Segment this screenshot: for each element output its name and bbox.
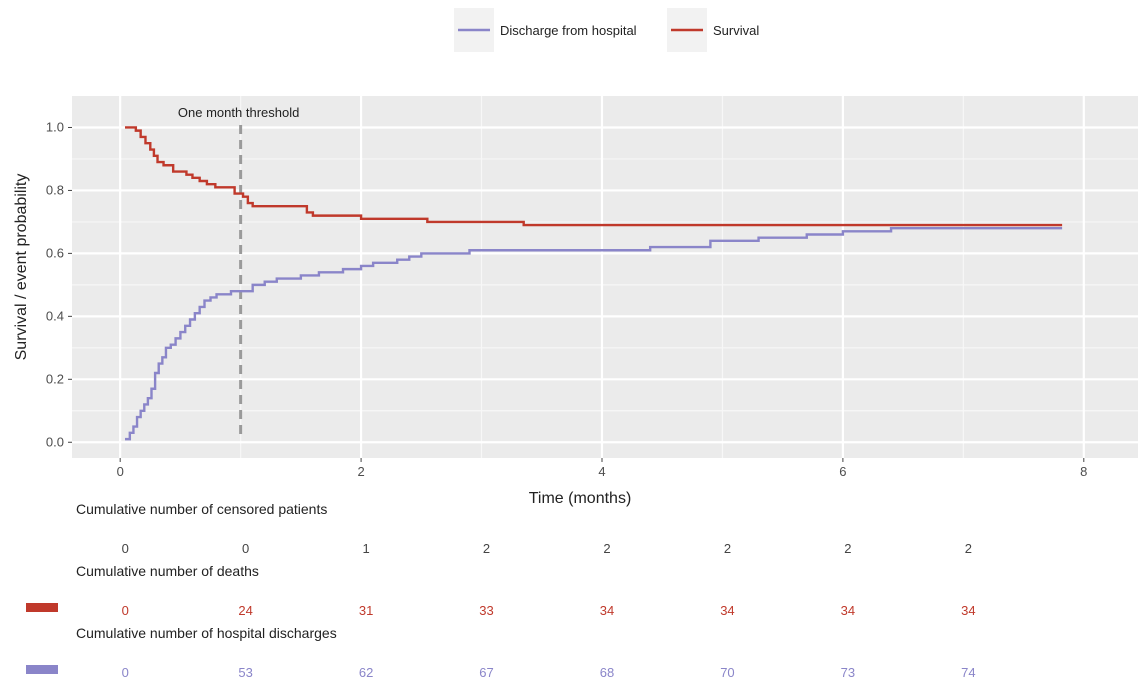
legend-label: Survival [713,23,759,38]
y-tick-label: 0.4 [46,308,64,323]
x-tick-label: 0 [117,464,124,479]
series-line-discharge [124,227,1063,441]
risk-table-value: 34 [600,603,614,618]
risk-table-value: 33 [479,603,493,618]
x-tick-label: 8 [1080,464,1087,479]
risk-table-value: 0 [122,603,129,618]
risk-table-value: 1 [362,541,369,556]
y-tick-label: 0.2 [46,371,64,386]
x-tick-label: 4 [598,464,605,479]
risk-table-title: Cumulative number of hospital discharges [76,625,337,641]
risk-table-value: 2 [603,541,610,556]
risk-table-value: 2 [965,541,972,556]
risk-table-swatch [26,603,58,612]
y-tick-label: 0.8 [46,182,64,197]
risk-table-value: 62 [359,665,373,680]
risk-table-value: 68 [600,665,614,680]
legend-label: Discharge from hospital [500,23,637,38]
x-axis-title: Time (months) [529,490,632,507]
y-tick-label: 0.0 [46,434,64,449]
risk-table-value: 0 [122,665,129,680]
risk-table-value: 34 [841,603,855,618]
risk-table-title: Cumulative number of deaths [76,563,259,579]
risk-table-value: 0 [122,541,129,556]
risk-table-value: 24 [238,603,252,618]
risk-table-title: Cumulative number of censored patients [76,501,327,517]
y-tick-label: 1.0 [46,119,64,134]
risk-table-value: 0 [242,541,249,556]
y-tick-label: 0.6 [46,245,64,260]
risk-table-value: 34 [961,603,975,618]
risk-table-value: 2 [844,541,851,556]
plot-panel [72,96,1138,458]
risk-table-value: 31 [359,603,373,618]
risk-table-value: 73 [841,665,855,680]
risk-table-swatch [26,665,58,674]
risk-table-value: 67 [479,665,493,680]
risk-table-value: 74 [961,665,975,680]
risk-table-value: 2 [724,541,731,556]
legend: Discharge from hospital Survival [454,8,759,52]
y-axis-title: Survival / event probability [13,174,30,361]
risk-table-value: 53 [238,665,252,680]
x-tick-label: 2 [357,464,364,479]
risk-table-value: 2 [483,541,490,556]
risk-table-value: 34 [720,603,734,618]
risk-table-value: 70 [720,665,734,680]
x-tick-label: 6 [839,464,846,479]
series-line-survival [124,126,1063,227]
threshold-label: One month threshold [178,105,299,120]
